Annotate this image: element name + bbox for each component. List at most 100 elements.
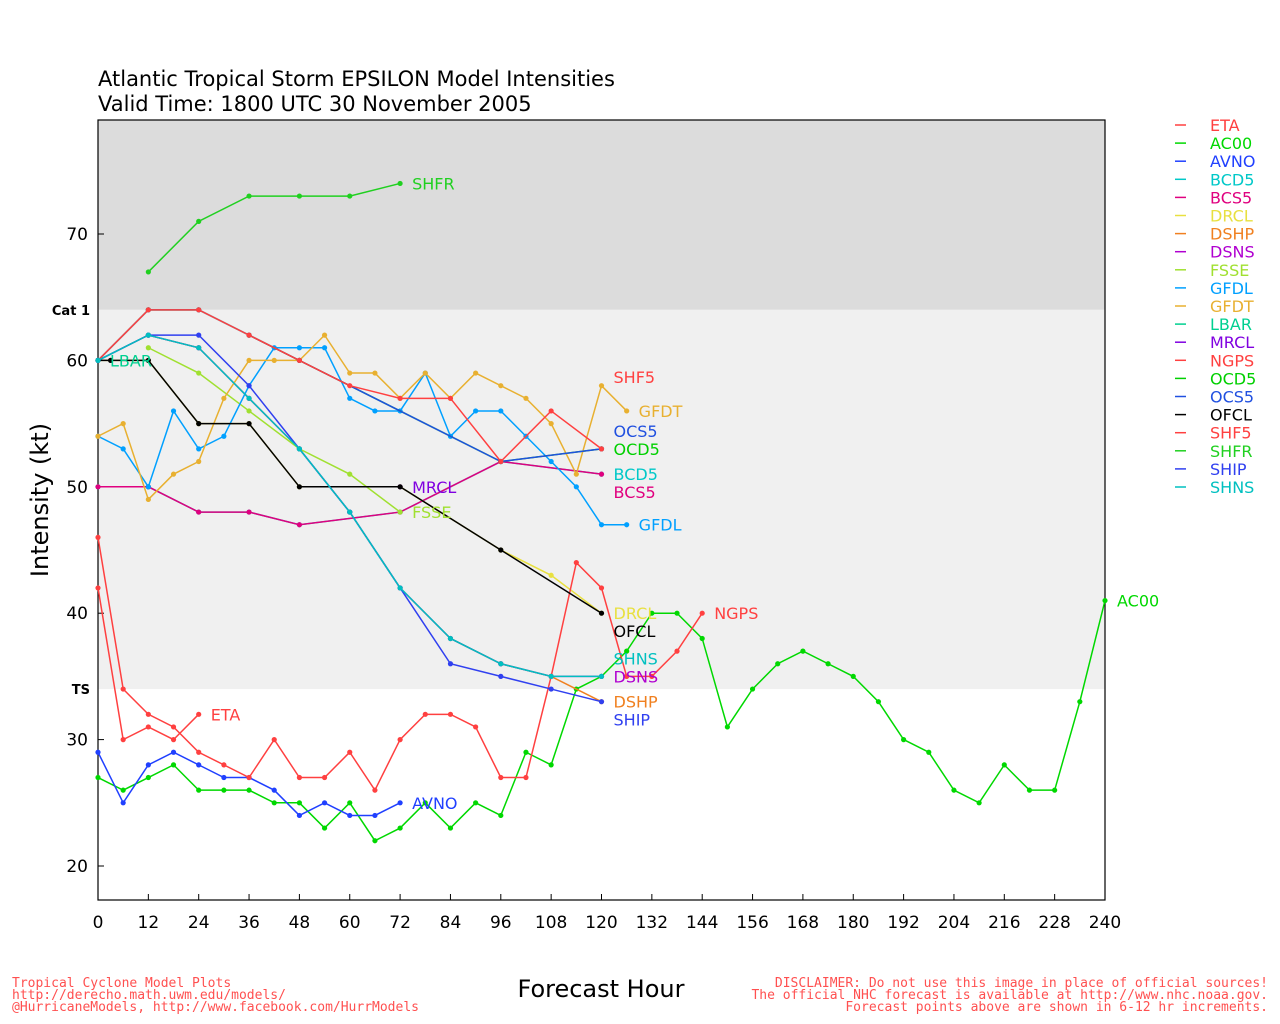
data-point [473,724,479,730]
data-point [196,458,202,465]
y-tick-label: 70 [66,225,88,245]
data-point [674,610,680,616]
data-point [196,307,202,313]
data-point [372,812,378,819]
data-point [422,711,428,717]
data-point [170,408,177,414]
legend-entry: SHNS [1210,478,1254,497]
series-end-label: OCD5 [614,440,660,459]
x-tick-label: 84 [440,913,462,933]
y-tick-label: 60 [66,351,88,371]
legend-entry: NGPS [1210,351,1254,370]
data-point [699,610,705,616]
data-point [170,471,177,477]
data-point [95,534,101,540]
data-point [447,711,454,717]
data-point [296,484,302,490]
data-point [347,749,353,755]
data-point [523,774,529,781]
data-point [170,749,177,755]
data-point [296,812,302,819]
data-point [196,218,202,224]
x-tick-label: 144 [686,913,718,933]
data-point [523,749,529,755]
data-point [347,812,353,819]
data-point [447,635,454,642]
hurricane-band [98,120,1105,310]
data-point [724,724,730,730]
x-tick-label: 132 [636,913,668,933]
data-point [221,433,227,439]
data-point [321,800,328,806]
series-end-label: FSSE [412,503,451,522]
legend-entry: GFDL [1210,279,1253,298]
legend-entry: AC00 [1210,134,1252,153]
data-point [120,787,126,793]
data-point [825,661,831,667]
x-tick-label: 180 [837,913,869,933]
series-end-label: SHNS [614,649,658,668]
x-tick-label: 240 [1089,913,1121,933]
series-end-label: BCS5 [614,483,656,502]
series-end-label: SHFR [412,174,455,193]
series-end-label: DSHP [614,693,659,712]
series-shns [95,332,605,680]
data-point [548,686,554,692]
series-end-label: SHF5 [614,368,656,387]
data-point [196,332,202,338]
series-line [97,347,627,526]
legend-entry: OCD5 [1210,369,1256,388]
x-tick-label: 12 [138,913,160,933]
data-point [775,661,781,667]
data-point [397,800,403,806]
data-point [145,332,151,338]
data-point [951,787,957,793]
data-point [246,395,252,401]
data-point [674,648,680,654]
data-point [170,762,177,768]
chart-title: Atlantic Tropical Storm EPSILON Model In… [98,67,615,91]
data-point [95,357,101,363]
x-tick-label: 0 [93,913,104,933]
data-point [498,812,504,819]
data-point [196,370,202,376]
data-point [221,762,227,768]
data-point [347,471,353,477]
data-point [598,383,605,389]
data-point [498,547,504,553]
data-point [296,193,302,199]
series-end-label: OCS5 [614,422,658,441]
data-point [145,307,151,313]
footer-right: DISCLAIMER: Do not use this image in pla… [751,976,1268,1014]
series-gfdt [95,332,630,503]
data-point [170,724,177,730]
data-point [221,395,227,401]
x-tick-label: 48 [289,913,311,933]
legend-entry: OCS5 [1210,388,1254,407]
data-point [850,673,856,680]
data-point [296,345,302,351]
x-tick-label: 168 [787,913,819,933]
x-tick-label: 156 [736,913,768,933]
data-point [397,825,403,831]
footer-right-line: DISCLAIMER: Do not use this image in pla… [774,976,1268,991]
data-point [473,370,479,376]
data-point [196,787,202,793]
data-point [145,774,151,781]
data-point [296,774,302,781]
series-end-label: DRCL [614,604,657,623]
data-point [145,711,151,717]
x-tick-label: 72 [389,913,411,933]
data-point [347,509,353,515]
legend-entry: OFCL [1210,406,1252,425]
data-point [170,737,177,743]
series-end-label: GFDL [639,516,682,535]
series-end-label: DSNS [614,667,659,686]
legend-entry: LBAR [1210,315,1252,334]
data-point [1077,699,1083,705]
legend-entry: BCS5 [1210,188,1252,207]
data-point [296,522,302,528]
data-point [107,357,114,363]
data-point [120,446,126,452]
data-point [624,408,630,414]
